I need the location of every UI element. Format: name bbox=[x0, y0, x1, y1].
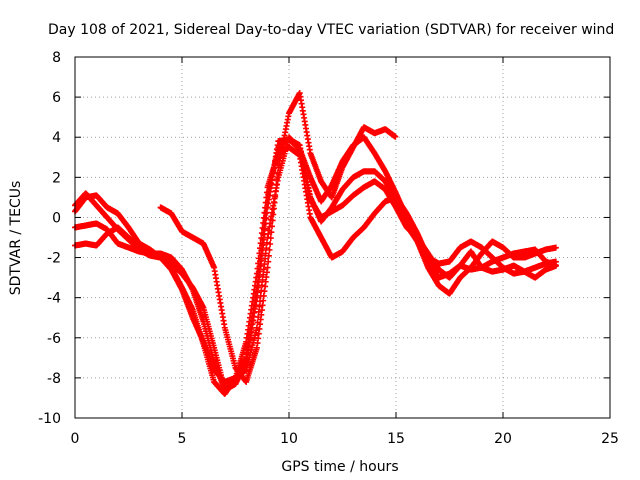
y-tick-label: 0 bbox=[52, 210, 61, 226]
data-point bbox=[255, 314, 262, 321]
data-point bbox=[257, 245, 264, 252]
data-point bbox=[263, 189, 270, 196]
grid-lines bbox=[75, 57, 610, 418]
data-point bbox=[259, 276, 266, 283]
plot-frame bbox=[74, 56, 611, 419]
x-tick-label: 5 bbox=[178, 431, 187, 447]
data-point bbox=[263, 239, 270, 246]
y-tick-label: -2 bbox=[47, 251, 61, 267]
y-tick-label: 8 bbox=[52, 50, 61, 66]
y-tick-label: -10 bbox=[38, 411, 61, 427]
data-point bbox=[260, 271, 267, 278]
data-point bbox=[255, 260, 262, 267]
data-point bbox=[253, 324, 260, 331]
data-point bbox=[266, 246, 273, 253]
x-tick-label: 0 bbox=[71, 431, 80, 447]
y-tick-label: 4 bbox=[52, 130, 61, 146]
data-point bbox=[257, 240, 264, 247]
data-point bbox=[254, 319, 261, 326]
data-point bbox=[255, 255, 262, 262]
data-point bbox=[254, 265, 261, 272]
series-track-1 bbox=[72, 136, 559, 393]
series-track-4 bbox=[157, 90, 399, 385]
data-point bbox=[258, 282, 265, 289]
y-tick-label: 2 bbox=[52, 170, 61, 186]
data-point bbox=[552, 258, 559, 265]
y-axis-label: SDTVAR / TECUs bbox=[8, 181, 24, 296]
data-point bbox=[260, 214, 267, 221]
data-point bbox=[265, 258, 272, 265]
x-tick-label: 25 bbox=[601, 431, 619, 447]
data-point bbox=[258, 230, 265, 237]
data-point bbox=[260, 219, 267, 226]
data-point bbox=[261, 209, 268, 216]
x-tick-label: 20 bbox=[494, 431, 512, 447]
data-points bbox=[72, 90, 559, 397]
x-axis-label: GPS time / hours bbox=[281, 459, 398, 475]
data-point bbox=[262, 199, 269, 206]
data-point bbox=[255, 308, 262, 315]
data-point bbox=[263, 194, 270, 201]
data-point bbox=[392, 133, 399, 140]
data-point bbox=[260, 266, 267, 273]
axis-ticks: 0 5 10 15 20 25 -10 -8 -6 -4 -2 0 2 4 6 8 bbox=[38, 50, 619, 447]
y-tick-label: -6 bbox=[47, 331, 61, 347]
x-tick-label: 15 bbox=[387, 431, 405, 447]
data-point bbox=[262, 250, 269, 257]
y-tick-label: 6 bbox=[52, 90, 61, 106]
data-point bbox=[262, 255, 269, 262]
data-point bbox=[256, 250, 263, 257]
data-point bbox=[257, 292, 264, 299]
data-point bbox=[263, 245, 270, 252]
data-point bbox=[256, 303, 263, 310]
y-tick-label: -8 bbox=[47, 371, 61, 387]
data-point bbox=[258, 235, 265, 242]
data-point bbox=[259, 224, 266, 231]
data-point bbox=[257, 298, 264, 305]
data-point bbox=[253, 270, 260, 277]
x-tick-label: 10 bbox=[280, 431, 298, 447]
data-point bbox=[262, 204, 269, 211]
series-track-5 bbox=[72, 134, 559, 385]
data-point bbox=[258, 287, 265, 294]
y-tick-label: -4 bbox=[47, 291, 61, 307]
chart-title: Day 108 of 2021, Sidereal Day-to-day VTE… bbox=[48, 22, 614, 38]
data-point bbox=[261, 261, 268, 268]
data-point bbox=[264, 264, 271, 271]
data-point bbox=[552, 244, 559, 251]
data-point bbox=[265, 252, 272, 259]
data-point bbox=[267, 240, 274, 247]
